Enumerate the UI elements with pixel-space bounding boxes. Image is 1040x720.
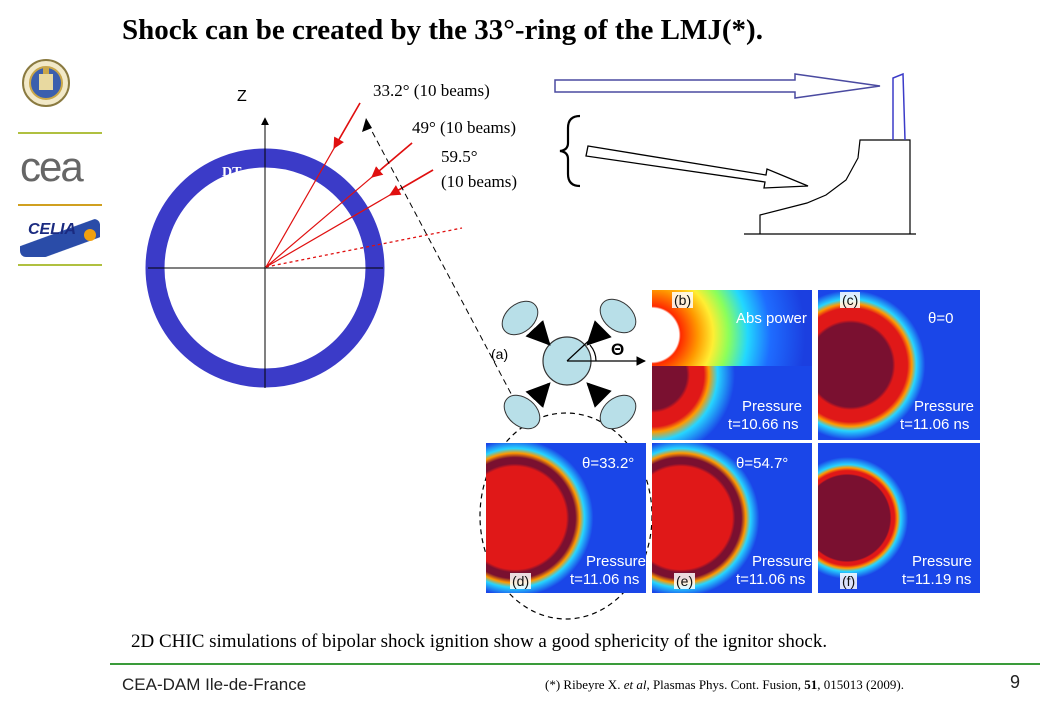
celia-logo-text: CELIA [28,221,76,238]
celia-sun-icon [84,229,96,241]
beam-33-arrow [333,102,361,149]
beam-cylinder-ul [501,300,539,336]
beam-arrow [525,320,551,346]
curly-brace [559,114,581,188]
ref-etal: et al [623,677,647,692]
panel-c-label-2: Pressure [914,398,975,415]
panel-tag-f: (f) [840,573,858,589]
ref-volume: 51 [804,677,818,692]
panel-b-label-3: t=10.66 ns [728,416,799,433]
panel-e-label-3: t=11.06 ns [736,571,806,588]
slide-title: Shock can be created by the 33°-ring of … [122,14,763,46]
theta-ray [566,334,596,362]
sim-panel-b: (b) Abs power Pressure t=10.66 ns [652,290,812,440]
ref-suffix: , 015013 (2009). [817,677,904,692]
panel-b-label-2: Pressure [742,398,803,415]
footer-reference: (*) Ribeyre X. et al, Plasmas Phys. Cont… [545,677,904,693]
panel-f-label-3: t=11.19 ns [902,571,972,588]
panel-c-label-1: θ=0 [928,310,954,327]
lower-hollow-arrow [585,145,809,189]
beam-label-59-count: (10 beams) [441,172,518,191]
schematic-tag: (a) [491,346,509,362]
logo-column: cea CELIA [18,55,106,275]
theta-symbol: Θ [611,340,625,359]
sim-panel-c: (c) θ=0 Pressure t=11.06 ns [818,290,980,440]
panel-d-label-1: θ=33.2° [582,455,635,472]
upper-hollow-arrow [554,73,881,99]
beam-59-arrow [389,169,434,196]
beam-geometry-schematic [501,298,646,430]
sim-panel-f: (f) Pressure t=11.19 ns [818,443,980,593]
panel-tag-e: (e) [674,573,696,589]
cea-logo: cea [20,143,84,190]
dashed-pointer-line [365,119,526,421]
beam-label-33: 33.2° (10 beams) [373,81,490,100]
celia-logo: CELIA [20,219,100,257]
z-axis-label: Z [237,88,247,105]
panel-d-label-2: Pressure [586,553,646,570]
beam-49-arrow [371,142,413,178]
panel-f-label-2: Pressure [912,553,973,570]
panel-tag-b: (b) [672,292,694,308]
ref-prefix: (*) Ribeyre X. [545,677,624,692]
theta-arc [589,344,597,362]
footer-rule [110,663,1040,665]
slide-caption: 2D CHIC simulations of bipolar shock ign… [131,631,828,652]
panel-tag-c: (c) [840,292,861,308]
beam-label-59-angle: 59.5° [441,147,478,166]
dt-label: DT [222,165,242,180]
beam-arrow [586,320,612,346]
sim-panel-e: (e) θ=54.7° Pressure t=11.06 ns [652,443,812,593]
ref-mid: , Plasmas Phys. Cont. Fusion, [646,677,805,692]
panel-e-label-1: θ=54.7° [736,455,789,472]
page-number: 9 [1010,672,1021,692]
panel-c-label-3: t=11.06 ns [900,416,970,433]
sim-panel-d: (d) θ=33.2° Pressure t=11.06 ns [486,443,646,593]
panel-e-label-2: Pressure [752,553,812,570]
university-seal-icon [22,59,70,107]
beam-arrow [586,382,612,408]
dashed-pointer-head [362,118,372,132]
logo-graphics [18,59,102,266]
beam-label-49: 49° (10 beams) [412,118,517,137]
footer-organization: CEA-DAM Ile-de-France [122,675,307,694]
panel-b-label-1: Abs power [736,310,807,327]
beam-arrow [525,382,551,408]
panel-d-label-3: t=11.06 ns [570,571,640,588]
pulse-spike [892,72,906,141]
pressure-field-b [652,366,812,440]
panel-tag-d: (d) [510,573,532,589]
